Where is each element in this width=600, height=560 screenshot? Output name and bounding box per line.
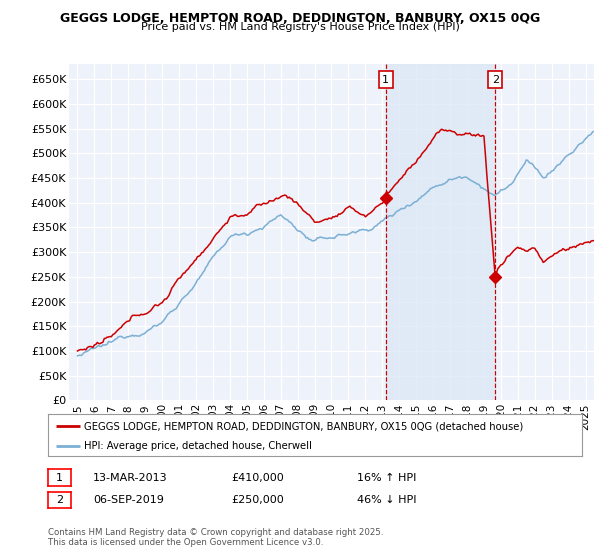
Text: 1: 1 xyxy=(56,473,63,483)
Text: Contains HM Land Registry data © Crown copyright and database right 2025.
This d: Contains HM Land Registry data © Crown c… xyxy=(48,528,383,547)
Bar xyxy=(386,64,495,400)
Text: Price paid vs. HM Land Registry's House Price Index (HPI): Price paid vs. HM Land Registry's House … xyxy=(140,22,460,32)
Text: 1: 1 xyxy=(382,74,389,85)
Text: 46% ↓ HPI: 46% ↓ HPI xyxy=(357,495,416,505)
Text: 13-MAR-2013: 13-MAR-2013 xyxy=(93,473,167,483)
Text: 16% ↑ HPI: 16% ↑ HPI xyxy=(357,473,416,483)
Text: 06-SEP-2019: 06-SEP-2019 xyxy=(93,495,164,505)
Text: 2: 2 xyxy=(56,495,63,505)
Text: £410,000: £410,000 xyxy=(231,473,284,483)
Text: 2: 2 xyxy=(492,74,499,85)
Text: GEGGS LODGE, HEMPTON ROAD, DEDDINGTON, BANBURY, OX15 0QG (detached house): GEGGS LODGE, HEMPTON ROAD, DEDDINGTON, B… xyxy=(85,421,524,431)
Text: HPI: Average price, detached house, Cherwell: HPI: Average price, detached house, Cher… xyxy=(85,441,312,451)
Text: GEGGS LODGE, HEMPTON ROAD, DEDDINGTON, BANBURY, OX15 0QG: GEGGS LODGE, HEMPTON ROAD, DEDDINGTON, B… xyxy=(60,12,540,25)
Text: £250,000: £250,000 xyxy=(231,495,284,505)
